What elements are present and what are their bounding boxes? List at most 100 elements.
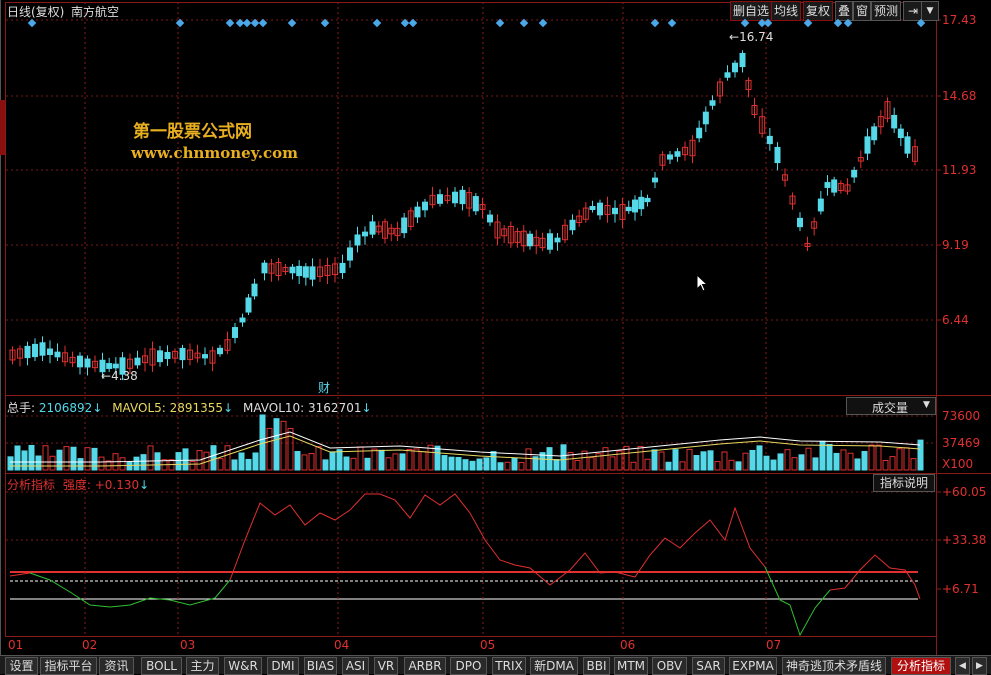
tab-news[interactable]: 资讯 <box>99 657 134 675</box>
event-marker-icon <box>916 18 926 28</box>
volume-bar <box>763 455 770 471</box>
volume-bar <box>84 447 91 471</box>
indicator-explain-button[interactable]: 指标说明 <box>873 474 935 492</box>
tab-boll[interactable]: BOLL <box>141 657 182 675</box>
candle-body <box>369 221 376 235</box>
volume-bar <box>91 447 98 471</box>
volume-bar <box>273 418 280 471</box>
tab-settings[interactable]: 设置 <box>5 657 38 675</box>
forecast-button[interactable]: 预测 <box>871 1 902 21</box>
tab-magic-top-escape[interactable]: 神奇逃顶术矛盾线 <box>782 657 886 675</box>
month-label: 06 <box>620 638 636 652</box>
indicator-tab-bar: 设置 指标平台 资讯 BOLL 主力 W&R DMI BIAS ASI VR A… <box>0 655 991 675</box>
scroll-left-icon[interactable]: ◀ <box>955 657 970 675</box>
candle-body <box>251 283 258 297</box>
candle-body <box>459 189 466 205</box>
candle-body <box>39 342 46 356</box>
candle-body <box>625 206 632 212</box>
candle-body <box>179 347 186 361</box>
volume-bar <box>329 451 336 471</box>
volume-bar <box>630 461 637 471</box>
scroll-right-icon[interactable]: ▶ <box>972 657 987 675</box>
volume-bar <box>476 458 483 471</box>
mouse-cursor-icon <box>696 274 709 292</box>
window-button[interactable]: 窗 <box>853 1 872 21</box>
candle-body <box>394 227 401 237</box>
candle-body <box>282 266 289 273</box>
candle-body <box>717 81 723 97</box>
volume-bar <box>917 439 924 471</box>
candle-body <box>689 139 696 157</box>
tab-trix[interactable]: TRIX <box>492 657 526 675</box>
tab-expma[interactable]: EXPMA <box>729 657 777 675</box>
volume-bar <box>490 451 497 471</box>
tab-sar[interactable]: SAR <box>692 657 725 675</box>
volume-bar <box>497 462 504 471</box>
candle-body <box>54 351 61 358</box>
period-label[interactable]: 日线(复权) <box>7 5 65 19</box>
volume-bar <box>714 461 721 471</box>
event-marker-icon <box>667 18 677 28</box>
volume-bar <box>749 449 756 471</box>
candle-body <box>604 204 611 216</box>
dropdown-icon[interactable]: ▼ <box>921 1 939 21</box>
indicator-tick-2: +33.38 <box>942 533 987 547</box>
delete-watchlist-button[interactable]: 删自选 <box>730 1 773 21</box>
candle-body <box>47 348 53 355</box>
month-separators <box>84 2 767 636</box>
candle-body <box>817 198 824 212</box>
candle-body <box>142 355 148 364</box>
high-price-marker: ←16.74 <box>729 30 774 44</box>
tab-main-force[interactable]: 主力 <box>186 657 219 675</box>
tab-dmi[interactable]: DMI <box>267 657 299 675</box>
candle-body <box>202 354 208 359</box>
volume-bar <box>301 454 308 471</box>
tab-arbr[interactable]: ARBR <box>404 657 446 675</box>
total-volume-value: 2106892 <box>38 401 93 415</box>
watermark-title: 第一股票公式网 <box>133 122 252 142</box>
event-marker-icon <box>242 18 252 28</box>
tab-bbi[interactable]: BBI <box>583 657 610 675</box>
tab-indicator-platform[interactable]: 指标平台 <box>40 657 97 675</box>
tab-bias[interactable]: BIAS <box>304 657 337 675</box>
volume-bar <box>595 453 602 471</box>
event-marker-icon <box>538 18 548 28</box>
tab-asi[interactable]: ASI <box>342 657 369 675</box>
tab-new-dma[interactable]: 新DMA <box>530 657 578 675</box>
tab-wr[interactable]: W&R <box>224 657 262 675</box>
candle-body <box>62 352 68 363</box>
tab-mtm[interactable]: MTM <box>614 657 648 675</box>
volume-bar <box>700 451 707 471</box>
candle-body <box>32 343 38 358</box>
candle-body <box>157 350 163 363</box>
tab-analysis-indicator[interactable]: 分析指标 <box>891 657 951 675</box>
month-label: 07 <box>766 638 782 652</box>
tab-obv[interactable]: OBV <box>652 657 687 675</box>
candle-body <box>766 135 773 145</box>
candle-body <box>652 177 658 183</box>
tab-vr[interactable]: VR <box>374 657 398 675</box>
restore-rights-button[interactable]: 复权 <box>803 1 834 21</box>
candle-body <box>437 194 443 204</box>
volume-tick-1: 73600 <box>942 409 981 423</box>
indicator-selector-dropdown[interactable]: 成交量 ▼ <box>846 397 936 415</box>
event-marker-icon <box>408 18 418 28</box>
candle-body <box>659 154 666 166</box>
indicator-line-segment <box>764 566 831 637</box>
event-marker-icon <box>803 18 813 28</box>
candle-body <box>520 230 527 247</box>
tab-dpo[interactable]: DPO <box>450 657 487 675</box>
overlay-button[interactable]: 叠 <box>835 1 854 21</box>
candle-body <box>576 215 583 224</box>
ma-line-button[interactable]: 均线 <box>771 1 802 21</box>
candle-body <box>339 262 346 274</box>
candle-body <box>149 348 156 366</box>
finance-marker[interactable]: 财 <box>318 381 331 395</box>
volume-bar <box>406 448 413 471</box>
chevron-down-icon: ▼ <box>923 400 930 410</box>
candle-body <box>261 262 268 274</box>
volume-bar <box>322 459 329 471</box>
volume-bar <box>140 454 147 471</box>
